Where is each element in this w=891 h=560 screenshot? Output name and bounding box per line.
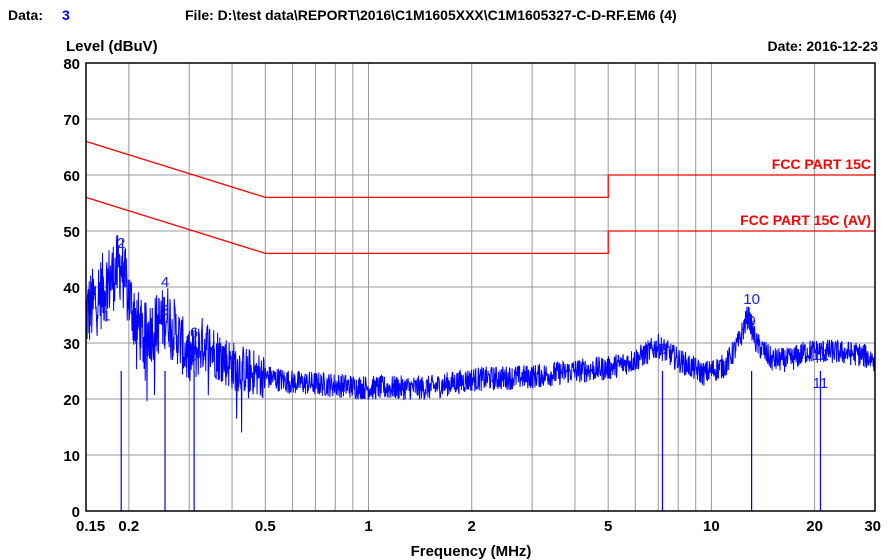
marker-label: 10 — [743, 291, 760, 308]
report-date: Date: 2016-12-23 — [767, 38, 878, 54]
x-tick-label: 2 — [468, 518, 476, 535]
trace-line — [85, 235, 876, 433]
y-tick-label: 40 — [63, 280, 80, 297]
x-tick-label: 0.15 — [76, 518, 105, 535]
y-tick-label: 70 — [63, 112, 80, 129]
limit-line — [85, 196, 875, 255]
marker-label: 6 — [190, 324, 198, 341]
marker-label: 5 — [190, 347, 198, 364]
data-value: 3 — [62, 7, 70, 23]
marker-label: 9 — [747, 313, 755, 330]
x-tick-label: 0.5 — [255, 518, 276, 535]
measurement-trace — [85, 235, 876, 433]
plot-border — [85, 62, 876, 512]
y-tick-label: 30 — [63, 336, 80, 353]
data-label: Data: — [8, 7, 43, 23]
marker-drop-lines — [120, 371, 822, 511]
y-tick-label: 10 — [63, 448, 80, 465]
x-tick-labels: 0.15 0.2 0.5 1 2 5 10 20 30 — [76, 518, 881, 535]
x-axis-label: Frequency (MHz) — [411, 543, 532, 560]
x-tick-label: 10 — [703, 518, 720, 535]
marker-label: 1 — [102, 308, 110, 325]
plot-frame — [85, 62, 876, 512]
x-tick-label: 0.2 — [118, 518, 139, 535]
marker-label: 2 — [117, 235, 125, 252]
limit-label: FCC PART 15C — [772, 156, 871, 172]
limit-label: FCC PART 15C (AV) — [740, 212, 871, 228]
y-tick-label: 20 — [63, 392, 80, 409]
file-path: File: D:\test data\REPORT\2016\C1M1605XX… — [185, 7, 677, 23]
marker-label: 7 — [658, 341, 666, 358]
y-tick-label: 80 — [63, 56, 80, 73]
x-tick-label: 20 — [806, 518, 823, 535]
y-axis-label: Level (dBuV) — [66, 38, 158, 55]
grid — [85, 62, 876, 512]
y-tick-label: 60 — [63, 168, 80, 185]
limit-line — [85, 140, 875, 199]
x-tick-label: 1 — [364, 518, 372, 535]
limit-lines — [85, 140, 875, 255]
x-tick-label: 5 — [604, 518, 612, 535]
y-tick-label: 0 — [72, 504, 80, 521]
limit-labels: FCC PART 15C FCC PART 15C (AV) — [740, 156, 871, 228]
marker-label: 12 — [812, 347, 829, 364]
marker-label: 4 — [161, 274, 169, 291]
marker-label: 3 — [161, 302, 169, 319]
marker-label: 11 — [813, 375, 829, 392]
x-tick-label: 30 — [864, 518, 881, 535]
marker-label: 8 — [658, 341, 666, 358]
y-tick-labels: 0 10 20 30 40 50 60 70 80 — [63, 56, 80, 521]
y-tick-label: 50 — [63, 224, 80, 241]
